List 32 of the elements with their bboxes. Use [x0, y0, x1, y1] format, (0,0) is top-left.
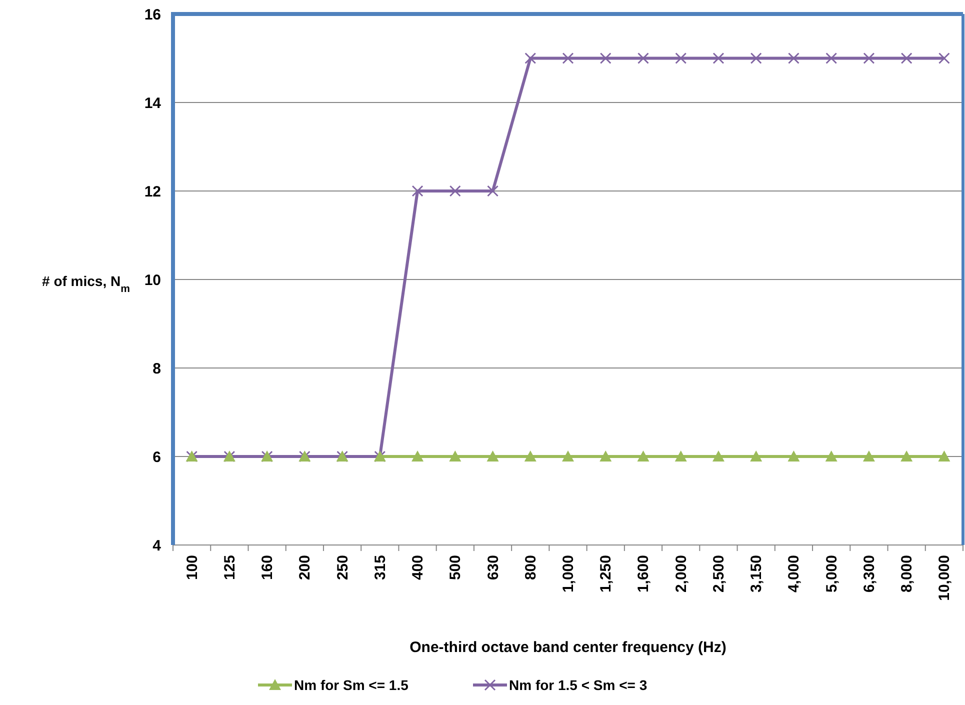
x-tick-label: 630 — [484, 555, 502, 580]
x-tick-label: 800 — [522, 555, 540, 580]
legend-label: Nm for 1.5 < Sm <= 3 — [509, 677, 648, 693]
y-tick-label: 6 — [152, 448, 161, 466]
x-tick-label: 400 — [410, 555, 427, 580]
x-tick-label: 1,600 — [635, 555, 652, 593]
x-tick-label: 100 — [184, 555, 201, 580]
x-axis-title: One-third octave band center frequency (Hz) — [410, 639, 726, 656]
x-tick-label: 6,300 — [860, 555, 878, 593]
x-tick-label: 315 — [372, 555, 389, 580]
x-tick-label: 160 — [259, 555, 276, 580]
x-tick-label: 2,000 — [672, 555, 690, 593]
x-tick-label: 4,000 — [786, 555, 803, 593]
x-tick-label: 5,000 — [823, 555, 840, 593]
y-tick-label: 14 — [144, 94, 162, 112]
x-tick-label: 8,000 — [898, 555, 916, 593]
legend-label: Nm for Sm <= 1.5 — [294, 677, 409, 693]
x-tick-label: 250 — [334, 555, 352, 580]
y-tick-label: 16 — [144, 6, 161, 24]
x-tick-label: 3,150 — [748, 555, 766, 593]
x-tick-label: 1,250 — [598, 555, 615, 593]
y-tick-label: 4 — [152, 537, 162, 554]
y-tick-label: 12 — [144, 183, 161, 200]
x-tick-label: 200 — [296, 555, 314, 580]
y-tick-label: 8 — [152, 360, 161, 378]
y-axis-title: # of mics, N$_{m}$ — [42, 273, 130, 295]
x-tick-label: 2,500 — [710, 555, 728, 593]
y-tick-label: 10 — [144, 272, 161, 289]
x-tick-label: 500 — [447, 555, 464, 580]
x-tick-label: 1,000 — [560, 555, 577, 593]
x-tick-label: 10,000 — [936, 555, 954, 601]
x-tick-label: 125 — [221, 555, 238, 580]
